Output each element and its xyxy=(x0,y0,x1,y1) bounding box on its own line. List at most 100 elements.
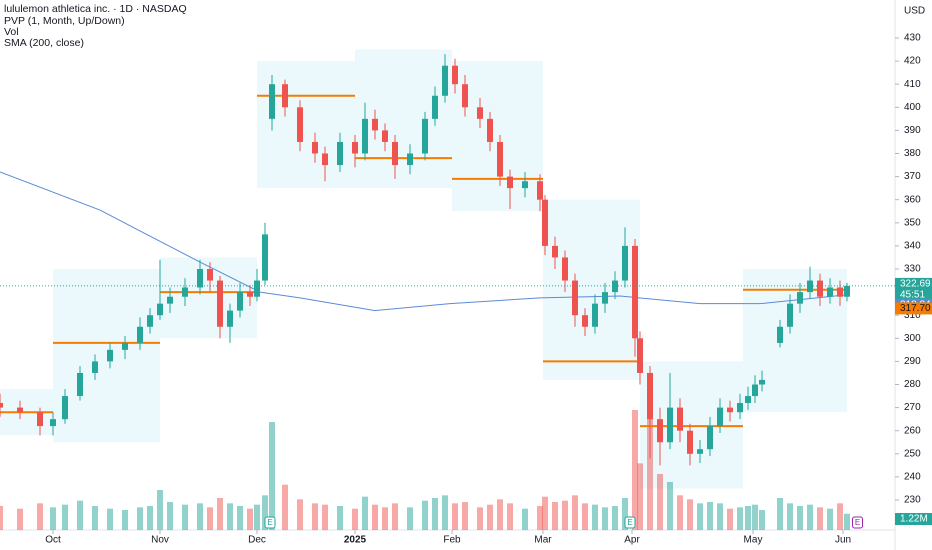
earnings-label: E xyxy=(627,518,632,527)
volume-bar xyxy=(622,498,628,530)
candle-body xyxy=(582,315,588,327)
countdown: 45:51 xyxy=(900,290,925,301)
volume-bar xyxy=(227,503,233,530)
volume-label: 1.22M xyxy=(900,514,928,525)
volume-bar xyxy=(107,508,113,530)
x-tick-label: May xyxy=(744,535,763,546)
candle-body xyxy=(542,199,548,246)
volume-bar xyxy=(77,500,83,530)
volume-bar xyxy=(667,482,673,530)
candle-body xyxy=(407,153,413,166)
volume-bar xyxy=(269,422,275,530)
volume-bar xyxy=(92,506,98,530)
volume-bar xyxy=(647,396,653,530)
candle-body xyxy=(157,303,163,316)
volume-bar xyxy=(0,506,3,530)
volume-bar xyxy=(522,508,528,530)
earnings-badge xyxy=(852,516,863,529)
candle-body xyxy=(207,269,213,281)
volume-bar xyxy=(262,495,268,530)
y-tick-label: 250 xyxy=(904,448,921,459)
volume-bar xyxy=(167,502,173,530)
volume-bar xyxy=(727,508,733,530)
volume-bar xyxy=(632,410,638,530)
candle-body xyxy=(797,292,803,304)
volume-bar xyxy=(697,503,703,530)
volume-bar xyxy=(562,500,568,530)
y-tick-label: 400 xyxy=(904,102,921,113)
candle-body xyxy=(197,269,203,288)
volume-bar xyxy=(322,504,328,530)
candle-body xyxy=(237,292,243,311)
profile-box xyxy=(640,361,743,489)
candle-body xyxy=(622,245,628,281)
x-tick-label: Apr xyxy=(624,535,640,546)
volume-bar xyxy=(737,507,743,530)
volume-bar xyxy=(17,508,23,530)
volume-bar xyxy=(282,484,288,530)
volume-bar xyxy=(759,510,765,530)
candle-body xyxy=(282,84,288,108)
candle-body xyxy=(717,407,723,427)
candle-body xyxy=(227,310,233,327)
volume-bar xyxy=(157,490,163,530)
volume-bar xyxy=(507,503,513,530)
candle-body xyxy=(297,107,303,142)
volume-bar xyxy=(497,499,503,530)
candle-body xyxy=(262,234,268,281)
volume-bar xyxy=(582,503,588,530)
volume-bar xyxy=(362,496,368,530)
candle-body xyxy=(477,107,483,119)
profile-box xyxy=(452,61,543,212)
candle-body xyxy=(312,141,318,154)
candle-body xyxy=(322,153,328,166)
volume-bar xyxy=(462,502,468,530)
volume-bar xyxy=(687,499,693,530)
y-tick-label: 410 xyxy=(904,79,921,90)
earnings-label: E xyxy=(267,518,272,527)
candle-body xyxy=(707,426,713,450)
candle-body xyxy=(147,315,153,327)
y-tick-label: 380 xyxy=(904,148,921,159)
volume-bar xyxy=(182,504,188,530)
candle-body xyxy=(50,419,56,427)
volume-bar xyxy=(844,513,850,530)
currency: USD xyxy=(904,6,925,17)
volume-bar xyxy=(37,503,43,530)
y-tick-label: 360 xyxy=(904,194,921,205)
candle-body xyxy=(382,130,388,142)
volume-bar xyxy=(247,508,253,530)
price-badge xyxy=(895,277,932,302)
x-tick-label: Feb xyxy=(443,535,461,546)
y-tick-label: 270 xyxy=(904,402,921,413)
candle-body xyxy=(182,287,188,297)
volume-bar xyxy=(837,503,843,530)
x-tick-label: 2025 xyxy=(344,535,367,546)
candle-body xyxy=(787,303,793,327)
poc-label: 317.70 xyxy=(900,303,931,314)
volume-bar xyxy=(237,506,243,530)
volume-bar xyxy=(147,506,153,530)
x-tick-label: Jun xyxy=(835,535,851,546)
candle-body xyxy=(62,396,68,420)
sma-line xyxy=(0,171,848,312)
volume-bar xyxy=(807,504,813,530)
volume-bar xyxy=(352,508,358,530)
volume-bar xyxy=(442,495,448,530)
candle-body xyxy=(759,379,765,385)
candle-body xyxy=(844,285,850,297)
profile-box xyxy=(257,61,355,189)
candle-body xyxy=(637,338,643,373)
candle-body xyxy=(122,342,128,350)
candle-body xyxy=(632,245,638,339)
x-tick-label: Dec xyxy=(248,535,266,546)
candle-body xyxy=(92,361,98,373)
candle-body xyxy=(817,280,823,297)
candle-body xyxy=(507,176,513,189)
candle-body xyxy=(537,181,543,200)
candle-body xyxy=(0,402,3,408)
y-tick-label: 240 xyxy=(904,472,921,483)
candle-body xyxy=(254,280,260,297)
candle-body xyxy=(422,118,428,154)
volume-bar xyxy=(62,504,68,530)
